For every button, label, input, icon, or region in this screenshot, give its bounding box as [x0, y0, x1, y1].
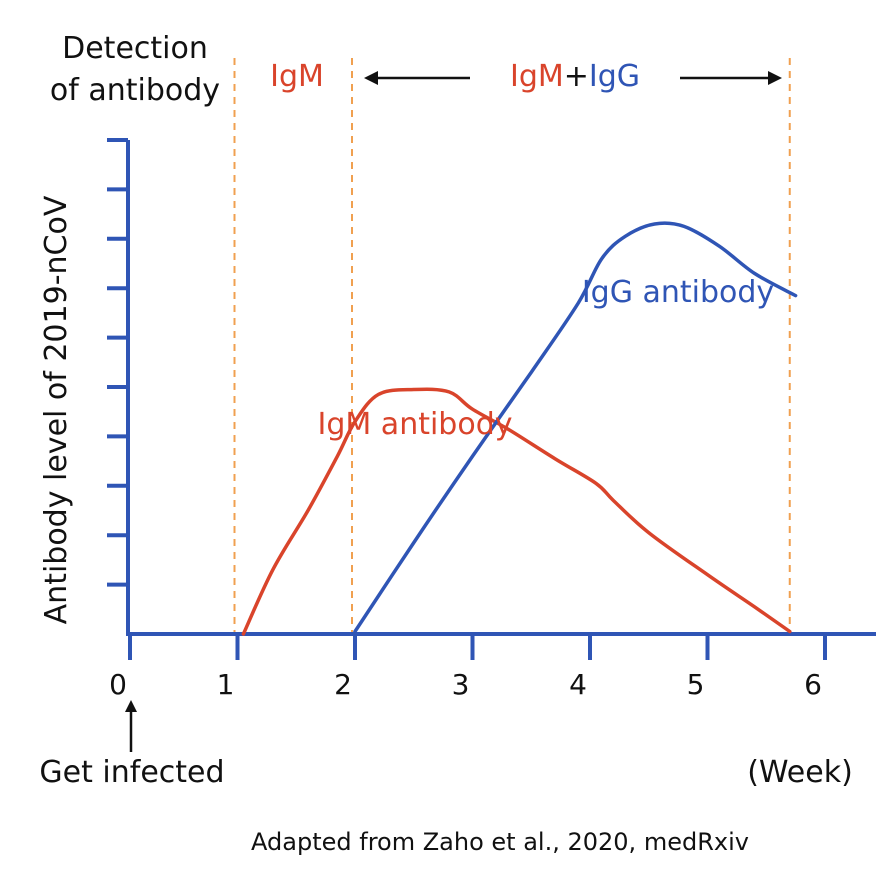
phase-label-igm-only: IgM — [270, 59, 324, 94]
chart-title-line-1: Detection — [62, 31, 208, 66]
igg-series-label: IgG antibody — [582, 275, 774, 310]
x-tick-label-2: 2 — [334, 668, 352, 701]
x-tick-label-4: 4 — [569, 668, 587, 701]
phase-label-igg-part: IgG — [589, 59, 640, 94]
phase-arrow-right — [680, 71, 782, 85]
x-tick-label-6: 6 — [804, 668, 822, 701]
phase-arrow-left — [364, 71, 470, 85]
chart-title-line-2: of antibody — [50, 73, 220, 108]
y-axis-label: Antibody level of 2019-nCoV — [39, 195, 74, 624]
phase-label-igm-igg: IgM+IgG — [510, 59, 640, 94]
source-caption: Adapted from Zaho et al., 2020, medRxiv — [251, 828, 749, 856]
infection-arrow — [125, 700, 137, 752]
igg-antibody-line — [353, 221, 798, 634]
infection-label: Get infected — [39, 755, 224, 790]
x-tick-label-1: 1 — [217, 668, 235, 701]
x-axis-label: (Week) — [747, 755, 853, 790]
igm-series-label: IgM antibody — [318, 407, 513, 442]
x-tick-label-3: 3 — [452, 668, 470, 701]
igm-antibody-line — [241, 387, 792, 636]
phase-label-igm-part: IgM — [510, 59, 564, 94]
x-tick-label-5: 5 — [687, 668, 705, 701]
phase-label-plus: + — [564, 59, 589, 94]
x-tick-label-0: 0 — [109, 668, 127, 701]
